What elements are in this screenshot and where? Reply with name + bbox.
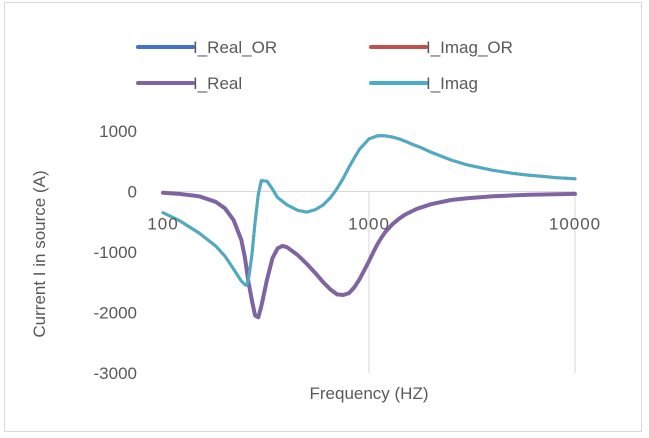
y-tick-label: 1000 xyxy=(99,122,137,141)
y-tick-label: 0 xyxy=(128,183,137,202)
x-tick-label: 1000 xyxy=(348,215,390,234)
chart-svg: I_Real_OR I_Imag_ORI_Real I_Imag 10000-100… xyxy=(30,38,601,403)
legend-label-i-real: I_Real xyxy=(193,74,242,93)
series-layer xyxy=(161,134,577,320)
series-line-i-real xyxy=(161,190,577,320)
series-line-i-imag xyxy=(161,134,577,287)
legend-label-i-real-or: I_Real_OR xyxy=(193,38,277,57)
x-axis-title: Frequency (HZ) xyxy=(309,384,428,403)
y-tick-label: -3000 xyxy=(94,364,137,383)
y-tick-label: -2000 xyxy=(94,304,137,323)
legend-label-i-imag: I_Imag xyxy=(426,74,478,93)
y-tick-labels: 1000 0 -1000 -2000 -3000 xyxy=(94,122,137,383)
y-axis-title: Current I in source (A) xyxy=(30,170,49,337)
plot-area xyxy=(161,134,577,373)
legend-label-i-imag-or: I_Imag_OR xyxy=(426,38,513,57)
x-tick-label: 100 xyxy=(147,215,178,234)
chart-frame: I_Real_OR I_Imag_OR I_Real I_Imag 1000 0 -100… xyxy=(4,2,642,432)
y-tick-label: -1000 xyxy=(94,243,137,262)
x-tick-label: 10000 xyxy=(549,215,601,234)
legend: I_Real_OR I_Imag_OR I_Real I_Imag xyxy=(136,38,513,93)
x-tick-labels: 100 1000 10000 xyxy=(147,215,601,234)
